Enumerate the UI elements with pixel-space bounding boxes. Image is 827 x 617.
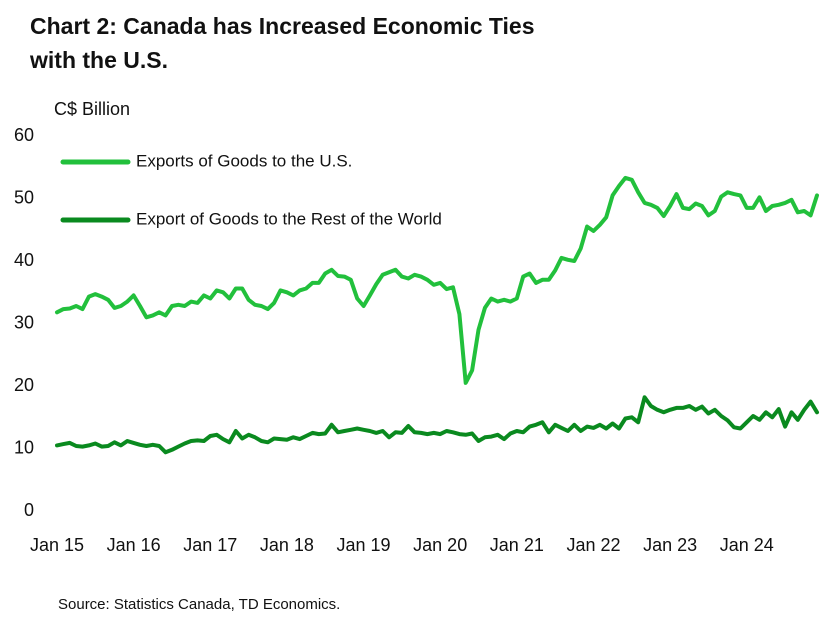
- series-line: [55, 175, 819, 385]
- y-tick-label: 40: [14, 250, 34, 270]
- x-tick-label: Jan 16: [107, 535, 161, 555]
- series-line: [55, 395, 819, 455]
- y-tick-label: 20: [14, 375, 34, 395]
- y-axis-label: C$ Billion: [54, 99, 130, 119]
- x-tick-label: Jan 23: [643, 535, 697, 555]
- y-tick-label: 60: [14, 125, 34, 145]
- x-tick-label: Jan 18: [260, 535, 314, 555]
- chart-title: Chart 2: Canada has Increased Economic T…: [30, 13, 534, 39]
- x-tick-label: Jan 21: [490, 535, 544, 555]
- legend-label: Exports of Goods to the U.S.: [136, 151, 352, 170]
- x-tick-label: Jan 19: [337, 535, 391, 555]
- x-tick-label: Jan 17: [183, 535, 237, 555]
- x-tick-label: Jan 24: [720, 535, 774, 555]
- y-tick-label: 50: [14, 187, 34, 207]
- x-tick-label: Jan 15: [30, 535, 84, 555]
- x-tick-label: Jan 20: [413, 535, 467, 555]
- y-tick-label: 10: [14, 437, 34, 457]
- source: Source: Statistics Canada, TD Economics.: [58, 596, 340, 613]
- chart-title: with the U.S.: [29, 47, 168, 73]
- y-tick-label: 0: [24, 500, 34, 520]
- y-tick-label: 30: [14, 312, 34, 332]
- x-tick-label: Jan 22: [566, 535, 620, 555]
- legend-label: Export of Goods to the Rest of the World: [136, 209, 442, 228]
